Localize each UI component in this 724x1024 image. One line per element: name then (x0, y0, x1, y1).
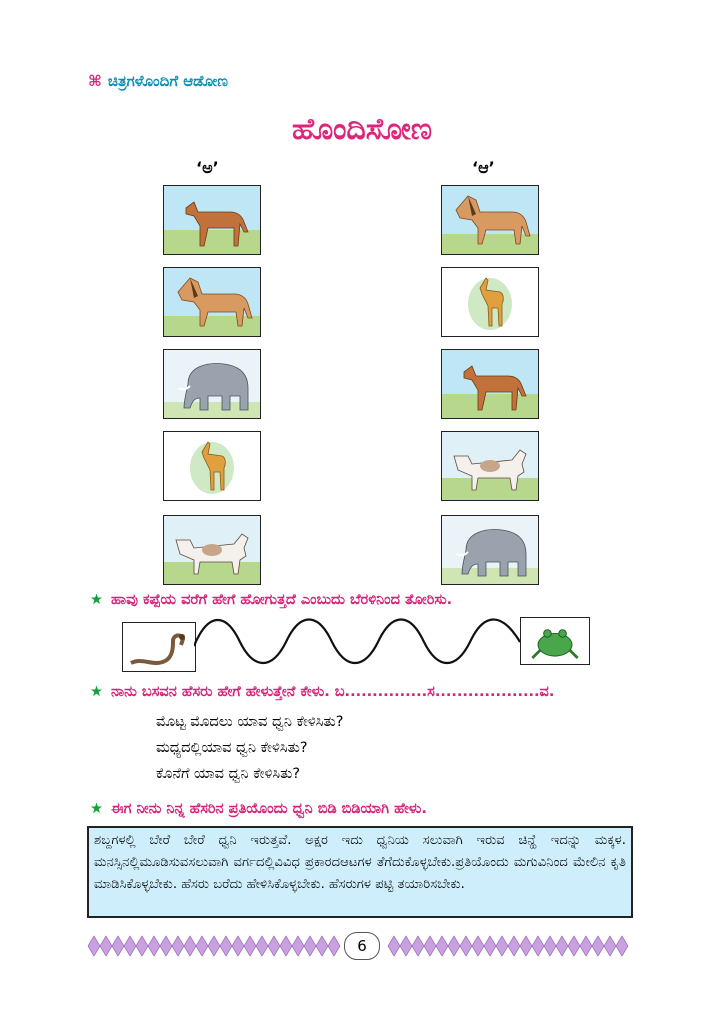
star-icon: ★ (90, 684, 103, 700)
left-column-label: ‘ಅ’ (196, 158, 219, 177)
name-instruction: ★ ನಾನು ಬಸವನ ಹೆಸರು ಹೇಗೆ ಹೇಳುತ್ತೇನೆ ಕೇಳು. ಬ… (90, 684, 554, 700)
footer-diamond (327, 935, 341, 957)
snake-icon (123, 623, 195, 671)
footer-diamond (531, 935, 545, 957)
footer-diamond (291, 935, 305, 957)
question-1: ಮೊಟ್ಟ ಮೊದಲು ಯಾವ ಧ್ವನಿ ಕೇಳಿಸಿತು? (156, 714, 344, 730)
footer-diamond (183, 935, 197, 957)
left-picture-cow (163, 515, 261, 585)
footer-diamond (111, 935, 125, 957)
footer-diamond (88, 935, 101, 957)
deer-icon (442, 268, 538, 336)
left-picture-horse (163, 267, 261, 337)
footer-diamond (579, 935, 593, 957)
footer-diamond (435, 935, 449, 957)
left-picture-deer (163, 431, 261, 501)
footer-diamond (99, 935, 113, 957)
left-picture-dog (163, 185, 261, 255)
own-name-instruction: ★ ಈಗ ನೀನು ನಿನ್ನ ಹೆಸರಿನ ಪ್ರತಿಯೊಂದು ಧ್ವನಿ ಬ… (90, 801, 427, 817)
left-picture-elephant (163, 349, 261, 419)
footer-diamond (459, 935, 473, 957)
footer-diamond (315, 935, 329, 957)
footer-diamond (267, 935, 281, 957)
elephant-icon (442, 516, 538, 584)
frog-icon (521, 618, 589, 664)
section-header: ⌘ ಚಿತ್ರಗಳೊಂದಿಗೆ ಆಡೋಣ (88, 72, 228, 90)
footer-diamond (495, 935, 509, 957)
footer-diamond (255, 935, 269, 957)
footer-diamond (519, 935, 533, 957)
right-picture-cow (441, 431, 539, 501)
wavy-path[interactable] (194, 618, 520, 666)
frog-picture (520, 617, 590, 665)
footer-diamond (603, 935, 617, 957)
snake-instruction-text: ಹಾವು ಕಪ್ಪೆಯ ವರೆಗೆ ಹೇಗೆ ಹೋಗುತ್ತದೆ ಎಂಬುದು … (111, 592, 453, 608)
footer-diamond (567, 935, 581, 957)
question-2: ಮಧ್ಯದಲ್ಲಿಯಾವ ಧ್ವನಿ ಕೇಳಿಸಿತು? (156, 740, 308, 756)
footer-diamond (279, 935, 293, 957)
teacher-note: ಶಬ್ದಗಳಲ್ಲಿ ಬೇರೆ ಬೇರೆ ಧ್ವನಿ ಇರುತ್ತವೆ. ಅಕ್… (87, 826, 633, 918)
footer-diamond (159, 935, 173, 957)
footer-diamond (615, 935, 629, 957)
deer-icon (164, 432, 260, 500)
footer-diamond (207, 935, 221, 957)
footer-diamond (195, 935, 209, 957)
page-title: ಹೊಂದಿಸೋಣ (292, 112, 432, 147)
right-picture-deer (441, 267, 539, 337)
footer-diamond (447, 935, 461, 957)
right-picture-horse (441, 185, 539, 255)
own-name-instruction-text: ಈಗ ನೀನು ನಿನ್ನ ಹೆಸರಿನ ಪ್ರತಿಯೊಂದು ಧ್ವನಿ ಬಿ… (111, 801, 427, 817)
right-picture-dog (441, 349, 539, 419)
footer-diamond (543, 935, 557, 957)
footer-diamond (135, 935, 149, 957)
footer-diamond (483, 935, 497, 957)
question-3: ಕೊನೆಗೆ ಯಾವ ಧ್ವನಿ ಕೇಳಿಸಿತು? (156, 766, 301, 782)
footer-diamond (471, 935, 485, 957)
footer-diamond (231, 935, 245, 957)
horse-icon (442, 186, 538, 254)
footer-diamond (507, 935, 521, 957)
page-number: 6 (344, 932, 380, 960)
footer-diamond (591, 935, 605, 957)
section-label: ಚಿತ್ರಗಳೊಂದಿಗೆ ಆಡೋಣ (107, 72, 228, 90)
footer-diamond (555, 935, 569, 957)
star-icon: ★ (90, 592, 103, 608)
footer-diamond-border (88, 935, 629, 957)
name-instruction-text: ನಾನು ಬಸವನ ಹೆಸರು ಹೇಗೆ ಹೇಳುತ್ತೇನೆ ಕೇಳು. ಬ.… (111, 684, 555, 700)
elephant-icon (164, 350, 260, 418)
dog-icon (164, 186, 260, 254)
footer-diamond (147, 935, 161, 957)
footer-diamond (123, 935, 137, 957)
snake-instruction: ★ ಹಾವು ಕಪ್ಪೆಯ ವರೆಗೆ ಹೇಗೆ ಹೋಗುತ್ತದೆ ಎಂಬುದು… (90, 592, 452, 608)
cow-icon (164, 516, 260, 584)
footer-diamond (303, 935, 317, 957)
cow-icon (442, 432, 538, 500)
horse-icon (164, 268, 260, 336)
snake-picture (122, 622, 196, 672)
dog-icon (442, 350, 538, 418)
footer-diamond (243, 935, 257, 957)
footer-diamond (411, 935, 425, 957)
footer-diamond (399, 935, 413, 957)
footer-diamond (423, 935, 437, 957)
right-column-label: ‘ಆ’ (472, 158, 495, 177)
section-symbol-icon: ⌘ (88, 72, 102, 90)
star-icon: ★ (90, 801, 103, 817)
footer-diamond (171, 935, 185, 957)
footer-diamond (219, 935, 233, 957)
footer-diamond (387, 935, 401, 957)
right-picture-elephant (441, 515, 539, 585)
